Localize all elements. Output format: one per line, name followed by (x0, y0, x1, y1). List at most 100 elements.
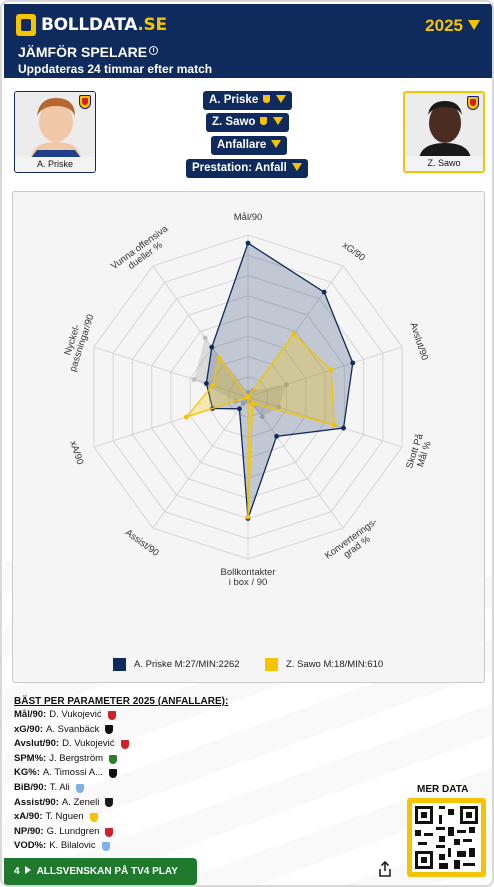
radar-series-point (284, 382, 289, 387)
best-row: BiB/90: T. Ali (14, 781, 314, 796)
best-row-player[interactable]: D. Vukojević (62, 738, 115, 750)
best-row-parameter: xG/90: (14, 723, 44, 735)
legend-label-priske: A. Priske M:27/MIN:2262 (134, 659, 240, 670)
radar-series-point (274, 433, 279, 439)
club-crest-icon (101, 842, 110, 852)
best-row-player[interactable]: A. Svanbäck (46, 723, 100, 735)
best-row-parameter: SPM%: (14, 752, 47, 764)
best-row-player[interactable]: D. Vukojević (49, 709, 102, 720)
radar-axis-label-line: xA/90 (67, 440, 85, 467)
best-row-player[interactable]: T. Ali (49, 781, 70, 793)
radar-chart: Mål/90 xG/90 Avslut/90 Skott På Mål % Konvert… (12, 191, 485, 683)
club-crest-icon (467, 96, 479, 110)
page-title-text: JÄMFÖR SPELARE (18, 44, 148, 60)
logo[interactable]: BOLLDATA.SE (16, 14, 167, 36)
radar-axis-line (247, 346, 403, 398)
play-icon (24, 866, 31, 874)
radar-axis-line (93, 346, 249, 398)
page-subtitle: Uppdateras 24 timmar efter match (18, 62, 213, 76)
best-per-parameter-list: Mål/90: D. Vukojević xG/90: A. Svanbäck Avsl… (14, 708, 314, 854)
best-row: Avslut/90: D. Vukojević (14, 737, 314, 752)
radar-series-point (204, 381, 209, 386)
legend-swatch-priske (113, 658, 126, 671)
radar-series-point (259, 414, 265, 420)
legend-item-priske[interactable]: A. Priske M:27/MIN:2262 (113, 658, 240, 671)
radar-series-point (245, 514, 251, 520)
best-row-player[interactable]: K. Bilalovic (49, 840, 96, 852)
radar-axis-label: Konverterings-grad % (323, 516, 379, 561)
best-row-parameter: xA/90: (14, 811, 43, 823)
player2-select-label: Z. Sawo (212, 116, 256, 128)
position-select[interactable]: Anfallare (211, 136, 288, 155)
chevron-down-icon (271, 140, 282, 148)
club-crest-icon (79, 95, 91, 109)
club-crest-icon (89, 812, 98, 822)
radar-series-point (341, 425, 346, 431)
best-row-player[interactable]: A. Zeneli (61, 796, 100, 808)
best-row: SPM%: J. Bergström (14, 752, 314, 767)
share-icon[interactable] (376, 860, 394, 878)
performance-select[interactable]: Prestation: Anfall (186, 159, 308, 178)
radar-axis-label-line: Assist/90 (123, 527, 161, 559)
radar-series-point (209, 344, 215, 350)
club-crest-icon (262, 94, 272, 104)
year-selector[interactable]: 2025 (425, 16, 480, 36)
mer-data-label: MER DATA (417, 784, 469, 795)
player-card-left[interactable]: A. Priske (14, 91, 96, 173)
club-crest-icon (105, 725, 114, 735)
player-card-right[interactable]: Z. Sawo (403, 91, 485, 173)
player1-select[interactable]: A. Priske (203, 91, 293, 110)
best-row-player[interactable]: A. Timossi A... (42, 767, 104, 779)
club-crest-icon (75, 783, 84, 793)
radar-series-point (350, 360, 356, 366)
best-row: KG%: A. Timossi A... (14, 766, 314, 781)
radar-series-point (191, 377, 197, 382)
qr-code-icon[interactable] (407, 798, 486, 877)
radar-series-point (328, 367, 334, 373)
chevron-down-icon (468, 20, 480, 30)
best-row-player[interactable]: T. Nguen (45, 811, 84, 823)
best-row-parameter: Mål/90: (14, 709, 47, 720)
player1-select-label: A. Priske (209, 94, 259, 106)
radar-axis-label: xG/90 (340, 240, 367, 264)
radar-axis-label-line: Bollkontakter (221, 567, 276, 578)
performance-select-label: Prestation: Anfall (192, 162, 287, 174)
club-crest-icon (107, 710, 116, 720)
page-title: JÄMFÖR SPELARE i (18, 44, 159, 60)
logo-suffix: .SE (137, 15, 167, 35)
radar-series-point (331, 422, 337, 428)
radar-series-point (245, 394, 251, 400)
player2-select[interactable]: Z. Sawo (206, 113, 290, 132)
radar-axis-label: Mål/90 (234, 212, 263, 223)
best-row-player[interactable]: J. Bergström (49, 752, 104, 764)
player-name-left: A. Priske (15, 157, 95, 172)
radar-axis-label: xA/90 (67, 440, 85, 467)
info-circle-icon[interactable]: i (149, 46, 159, 55)
radar-axis-label-line: i box / 90 (229, 577, 268, 588)
radar-series-point (291, 331, 297, 337)
chart-legend: A. Priske M:27/MIN:2262 Z. Sawo M:18/MIN… (13, 658, 484, 676)
club-crest-icon (109, 754, 118, 764)
best-row-parameter: KG%: (14, 767, 40, 779)
best-row: Assist/90: A. Zeneli (14, 796, 314, 811)
club-crest-icon (105, 798, 114, 808)
radar-series-point (217, 355, 222, 361)
best-row-player[interactable]: G. Lundgren (46, 825, 100, 837)
header: BOLLDATA.SE 2025 JÄMFÖR SPELARE i Uppdate… (4, 4, 492, 78)
radar-series-point (237, 406, 242, 412)
legend-swatch-sawo (265, 658, 278, 671)
best-row: Mål/90: D. Vukojević (14, 708, 314, 723)
radar-axis-label: Avslut/90 (407, 321, 429, 361)
club-crest-icon (259, 116, 269, 126)
radar-axis-line (152, 396, 249, 529)
legend-item-sawo[interactable]: Z. Sawo M:18/MIN:610 (265, 658, 383, 671)
tv4-play-banner[interactable]: 4 ALLSVENSKAN PÅ TV4 PLAY (4, 858, 197, 885)
radar-axis-line (247, 396, 344, 529)
player-photo-right (405, 93, 483, 159)
best-row-parameter: NP/90: (14, 825, 44, 837)
best-row: NP/90: G. Lundgren (14, 825, 314, 840)
